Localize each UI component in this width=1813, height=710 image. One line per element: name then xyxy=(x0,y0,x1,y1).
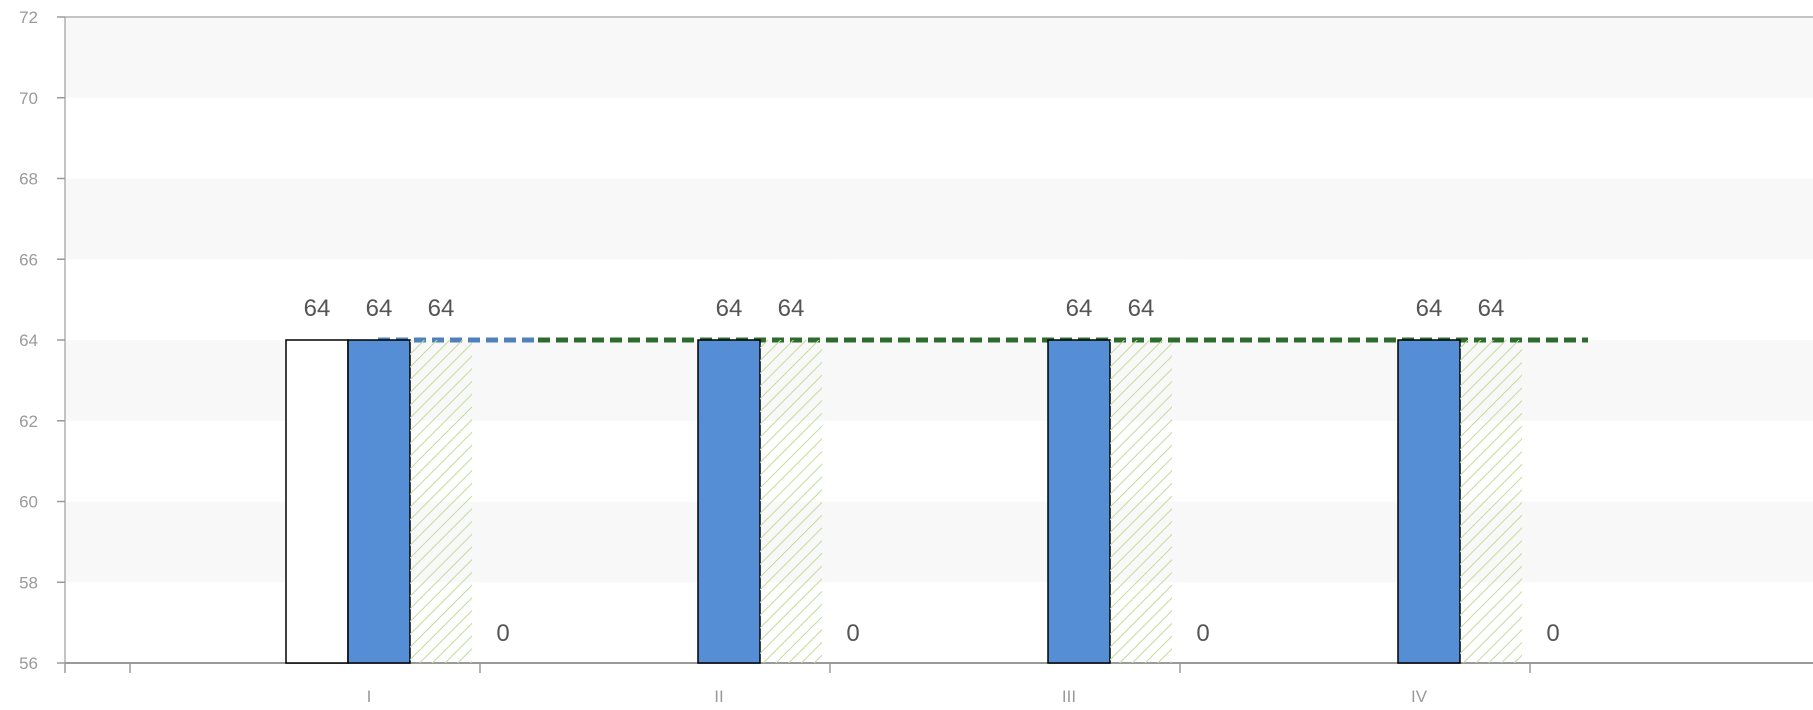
y-tick-label: 60 xyxy=(19,493,38,512)
y-tick-label: 70 xyxy=(19,89,38,108)
bar xyxy=(1397,339,1461,664)
bars xyxy=(285,339,1522,664)
data-label: 64 xyxy=(1066,295,1093,322)
bar xyxy=(760,340,822,663)
data-label: 64 xyxy=(304,295,331,322)
bar xyxy=(1047,339,1111,664)
y-tick-label: 66 xyxy=(19,250,38,269)
data-labels: 64 64 64 0 64 64 0 64 64 0 64 64 0 xyxy=(304,295,1560,647)
data-label: 64 xyxy=(1416,295,1443,322)
data-label: 64 xyxy=(716,295,743,322)
data-label: 64 xyxy=(778,295,805,322)
data-label: 64 xyxy=(1128,295,1155,322)
bar xyxy=(410,340,472,663)
bar xyxy=(347,339,411,664)
data-label: 64 xyxy=(1478,295,1505,322)
bar xyxy=(1460,340,1522,663)
x-tick-label: IV xyxy=(1411,687,1428,706)
y-tick-label: 56 xyxy=(19,654,38,673)
data-label: 64 xyxy=(366,295,393,322)
data-label: 0 xyxy=(496,620,509,647)
y-tick-label: 68 xyxy=(19,170,38,189)
data-label: 0 xyxy=(1196,620,1209,647)
data-label: 0 xyxy=(1546,620,1559,647)
data-label: 64 xyxy=(428,295,455,322)
data-label: 0 xyxy=(846,620,859,647)
y-tick-label: 58 xyxy=(19,573,38,592)
y-tick-label: 64 xyxy=(19,331,38,350)
bar xyxy=(697,339,761,664)
bar xyxy=(285,339,349,664)
grid-band xyxy=(65,97,1813,179)
grid-band xyxy=(65,178,1813,260)
grid-band xyxy=(65,17,1813,98)
x-tick-label: III xyxy=(1062,687,1076,706)
y-tick-label: 72 xyxy=(19,8,38,27)
grid-band xyxy=(65,259,1813,340)
x-tick-label: I xyxy=(367,687,372,706)
bar xyxy=(1110,340,1172,663)
x-tick-label: II xyxy=(714,687,723,706)
y-tick-label: 62 xyxy=(19,412,38,431)
